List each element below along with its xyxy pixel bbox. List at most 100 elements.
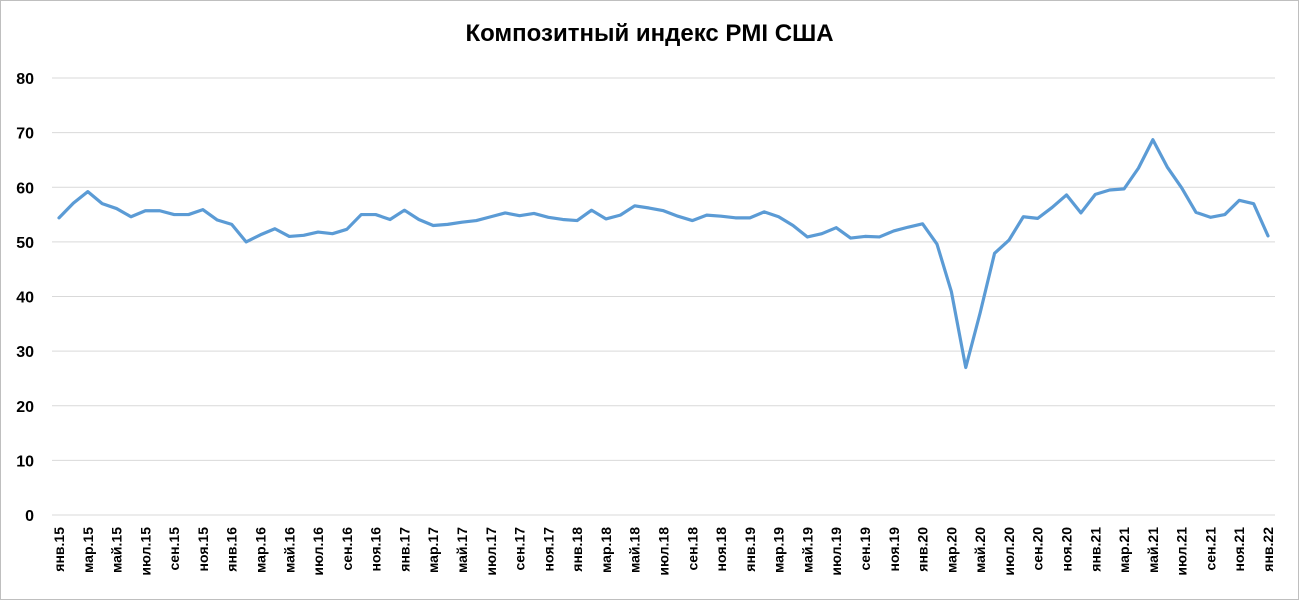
data-point (1180, 186, 1183, 189)
x-tick-label: май.21 (1145, 527, 1161, 573)
data-point (331, 232, 334, 235)
data-point (158, 209, 161, 212)
y-tick-label: 10 (16, 453, 34, 470)
y-tick-label: 30 (16, 344, 34, 361)
x-tick-label: июл.15 (137, 527, 153, 576)
data-point (878, 235, 881, 238)
data-point (935, 243, 938, 246)
x-tick-label: ноя.15 (195, 527, 211, 572)
data-point (288, 235, 291, 238)
data-point (345, 228, 348, 231)
x-tick-label: май.16 (281, 527, 297, 573)
x-tick-label: ноя.16 (368, 527, 384, 572)
data-point (374, 213, 377, 216)
data-point (86, 190, 89, 193)
data-point (864, 235, 867, 238)
x-tick-label: сен.17 (512, 527, 528, 571)
x-tick-label: янв.20 (915, 527, 931, 572)
data-point (849, 237, 852, 240)
data-point (58, 216, 61, 219)
data-point (302, 234, 305, 237)
data-point (576, 219, 579, 222)
x-tick-label: янв.18 (569, 527, 585, 572)
data-point (144, 209, 147, 212)
data-point (1036, 217, 1039, 220)
x-tick-label: янв.16 (224, 527, 240, 572)
data-point (792, 224, 795, 227)
data-point (1252, 202, 1255, 205)
data-point (475, 219, 478, 222)
data-point (504, 211, 507, 214)
data-point (389, 218, 392, 221)
data-point (547, 216, 550, 219)
data-point (633, 204, 636, 207)
data-point (892, 229, 895, 232)
data-point (417, 218, 420, 221)
x-tick-label: сен.15 (166, 527, 182, 571)
x-tick-label: июл.18 (656, 527, 672, 576)
x-tick-label: ноя.17 (540, 527, 556, 572)
data-point (676, 215, 679, 218)
data-point (201, 208, 204, 211)
x-tick-label: янв.22 (1260, 527, 1276, 572)
data-point (1123, 187, 1126, 190)
data-point (1022, 215, 1025, 218)
x-tick-label: ноя.21 (1231, 527, 1247, 572)
data-point (432, 224, 435, 227)
data-point (705, 214, 708, 217)
data-point (1267, 234, 1270, 237)
data-point (1151, 138, 1154, 141)
x-tick-label: мар.20 (943, 527, 959, 573)
data-point (446, 223, 449, 226)
data-point (734, 216, 737, 219)
data-point (129, 215, 132, 218)
data-point (763, 210, 766, 213)
data-point (619, 214, 622, 217)
data-point (245, 240, 248, 243)
x-tick-label: июл.21 (1174, 527, 1190, 576)
data-point (820, 232, 823, 235)
data-point (360, 213, 363, 216)
x-tick-label: сен.21 (1202, 527, 1218, 571)
x-tick-label: ноя.19 (886, 527, 902, 572)
data-point (806, 235, 809, 238)
data-point (259, 233, 262, 236)
chart-title: Композитный индекс PMI США (465, 20, 834, 47)
data-point (777, 215, 780, 218)
data-point (993, 252, 996, 255)
data-point (1094, 193, 1097, 196)
data-point (1051, 206, 1054, 209)
data-point (561, 218, 564, 221)
data-point (1223, 213, 1226, 216)
data-point (532, 212, 535, 215)
data-point (461, 221, 464, 224)
x-tick-label: июл.19 (828, 527, 844, 576)
data-point (173, 213, 176, 216)
data-point (230, 223, 233, 226)
data-point (1209, 216, 1212, 219)
data-point (187, 213, 190, 216)
data-point (748, 216, 751, 219)
data-point (1137, 167, 1140, 170)
data-point (720, 215, 723, 218)
x-tick-label: мар.17 (425, 527, 441, 573)
x-tick-label: сен.18 (684, 527, 700, 571)
x-tick-label: июл.17 (483, 527, 499, 576)
data-point (604, 217, 607, 220)
x-tick-label: мар.15 (80, 527, 96, 573)
data-point (691, 219, 694, 222)
x-tick-label: июл.16 (310, 527, 326, 576)
data-point (1195, 211, 1198, 214)
data-point (216, 219, 219, 222)
x-tick-label: мар.21 (1116, 527, 1132, 573)
y-tick-label: 50 (16, 235, 34, 252)
data-point (489, 215, 492, 218)
data-point (273, 227, 276, 230)
data-point (662, 209, 665, 212)
y-tick-label: 40 (16, 290, 34, 307)
data-point (648, 207, 651, 210)
data-point (518, 214, 521, 217)
data-point (1238, 199, 1241, 202)
x-tick-label: май.15 (109, 527, 125, 573)
x-tick-label: сен.19 (857, 527, 873, 571)
